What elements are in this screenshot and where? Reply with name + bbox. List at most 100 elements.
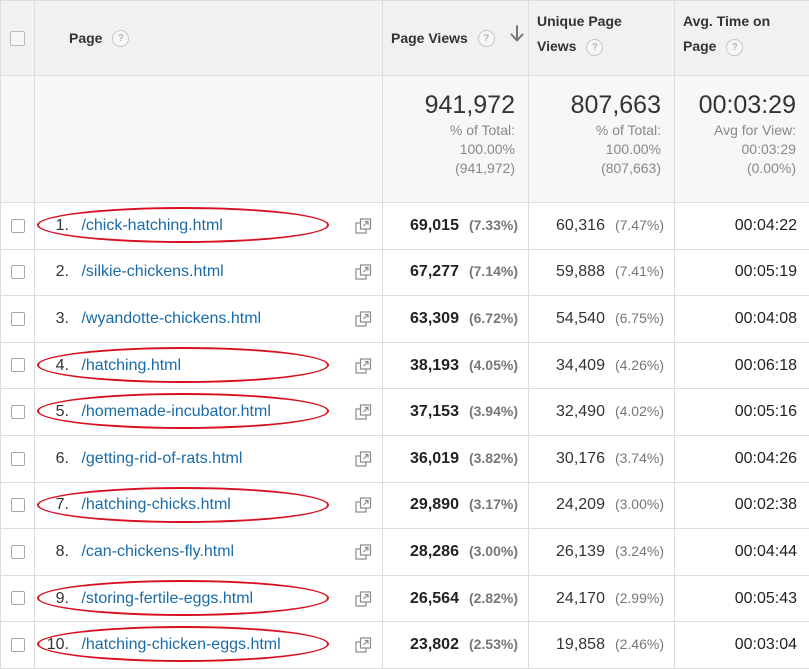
open-in-new-window-icon[interactable]: [355, 311, 372, 327]
row-checkbox-cell: [1, 203, 35, 250]
totals-empty-cell: [35, 76, 383, 203]
avg-time-cell: 00:04:44: [675, 529, 809, 576]
column-header-page-views[interactable]: Page Views ?: [383, 1, 529, 76]
page-views-percent: (2.53%): [469, 636, 518, 652]
total-page-views: 941,972 % of Total: 100.00% (941,972): [383, 76, 529, 203]
page-link[interactable]: /getting-rid-of-rats.html: [81, 450, 242, 467]
unique-page-views-percent: (2.99%): [615, 590, 664, 606]
help-icon[interactable]: ?: [478, 30, 495, 47]
help-icon[interactable]: ?: [112, 30, 129, 47]
unique-page-views-value: 24,209: [556, 496, 605, 513]
page-views-value: 67,277: [410, 263, 459, 280]
total-page-views-value: 941,972: [383, 89, 515, 121]
page-link[interactable]: /wyandotte-chickens.html: [81, 310, 261, 327]
avg-time-cell: 00:02:38: [675, 482, 809, 529]
row-checkbox[interactable]: [11, 219, 25, 233]
open-in-new-window-icon[interactable]: [355, 404, 372, 420]
open-in-new-window-icon[interactable]: [355, 544, 372, 560]
page-link[interactable]: /can-chickens-fly.html: [81, 543, 234, 560]
page-views-value: 29,890: [410, 496, 459, 513]
page-link[interactable]: /hatching-chicken-eggs.html: [81, 636, 280, 653]
open-in-new-window-icon[interactable]: [355, 637, 372, 653]
page-views-value: 23,802: [410, 636, 459, 653]
open-in-new-window-icon[interactable]: [355, 591, 372, 607]
total-unique-page-views-percent: 100.00%: [529, 140, 661, 159]
row-checkbox[interactable]: [11, 638, 25, 652]
help-icon[interactable]: ?: [726, 39, 743, 56]
page-views-cell: 69,015(7.33%): [383, 203, 529, 250]
avg-time-value: 00:05:43: [735, 590, 797, 607]
row-checkbox-cell: [1, 482, 35, 529]
page-views-value: 28,286: [410, 543, 459, 560]
total-page-views-count: (941,972): [383, 159, 515, 178]
column-header-avg-time-on-page[interactable]: Avg. Time on Page ?: [675, 1, 809, 76]
open-in-new-window-icon[interactable]: [355, 218, 372, 234]
total-avg-time-percent: (0.00%): [675, 159, 796, 178]
column-header-page[interactable]: Page ?: [35, 1, 383, 76]
total-unique-page-views: 807,663 % of Total: 100.00% (807,663): [529, 76, 675, 203]
column-header-page-views-label: Page Views: [391, 26, 468, 51]
row-checkbox[interactable]: [11, 591, 25, 605]
page-link[interactable]: /homemade-incubator.html: [81, 403, 270, 420]
open-in-new-window-icon[interactable]: [355, 497, 372, 513]
column-header-avg-time-label: Avg. Time on: [683, 9, 770, 34]
page-link[interactable]: /silkie-chickens.html: [81, 263, 223, 280]
row-checkbox[interactable]: [11, 265, 25, 279]
open-in-new-window-icon[interactable]: [355, 264, 372, 280]
table-row: 5. /homemade-incubator.html 37,153(3.94%…: [1, 389, 809, 436]
row-checkbox-cell: [1, 389, 35, 436]
avg-time-cell: 00:04:26: [675, 435, 809, 482]
row-number: 4.: [41, 357, 69, 375]
page-views-value: 63,309: [410, 310, 459, 327]
page-link[interactable]: /hatching-chicks.html: [81, 496, 230, 513]
row-number: 6.: [41, 450, 69, 468]
page-views-cell: 38,193(4.05%): [383, 342, 529, 389]
page-views-percent: (2.82%): [469, 590, 518, 606]
row-number: 2.: [41, 263, 69, 281]
open-in-new-window-icon[interactable]: [355, 451, 372, 467]
unique-page-views-value: 34,409: [556, 357, 605, 374]
page-link[interactable]: /hatching.html: [81, 357, 181, 374]
unique-page-views-percent: (7.47%): [615, 217, 664, 233]
avg-time-cell: 00:03:04: [675, 622, 809, 669]
arrow-down-icon[interactable]: [510, 25, 524, 43]
page-views-cell: 36,019(3.82%): [383, 435, 529, 482]
page-views-cell: 29,890(3.17%): [383, 482, 529, 529]
page-views-cell: 37,153(3.94%): [383, 389, 529, 436]
column-header-unique-page-views[interactable]: Unique Page Views ?: [529, 1, 675, 76]
table-row: 3. /wyandotte-chickens.html 63,309(6.72%…: [1, 296, 809, 343]
open-in-new-window-icon[interactable]: [355, 358, 372, 374]
page-views-percent: (4.05%): [469, 357, 518, 373]
unique-page-views-cell: 32,490(4.02%): [529, 389, 675, 436]
unique-page-views-value: 26,139: [556, 543, 605, 560]
row-checkbox-cell: [1, 622, 35, 669]
row-checkbox[interactable]: [11, 405, 25, 419]
page-cell: 9. /storing-fertile-eggs.html: [35, 575, 383, 622]
help-icon[interactable]: ?: [586, 39, 603, 56]
page-link[interactable]: /chick-hatching.html: [81, 217, 222, 234]
page-views-percent: (3.82%): [469, 450, 518, 466]
select-all-checkbox[interactable]: [10, 31, 25, 46]
row-checkbox-cell: [1, 575, 35, 622]
row-checkbox[interactable]: [11, 498, 25, 512]
column-header-page-label: Page: [69, 26, 102, 51]
unique-page-views-value: 24,170: [556, 590, 605, 607]
row-checkbox[interactable]: [11, 312, 25, 326]
unique-page-views-percent: (3.74%): [615, 450, 664, 466]
row-number: 1.: [41, 217, 69, 235]
row-checkbox[interactable]: [11, 545, 25, 559]
row-checkbox[interactable]: [11, 358, 25, 372]
table-row: 6. /getting-rid-of-rats.html 36,019(3.82…: [1, 435, 809, 482]
avg-time-cell: 00:04:22: [675, 203, 809, 250]
page-link[interactable]: /storing-fertile-eggs.html: [81, 590, 253, 607]
unique-page-views-percent: (7.41%): [615, 263, 664, 279]
unique-page-views-percent: (6.75%): [615, 310, 664, 326]
row-checkbox[interactable]: [11, 452, 25, 466]
total-avg-time: 00:03:29 Avg for View: 00:03:29 (0.00%): [675, 76, 809, 203]
page-views-percent: (3.00%): [469, 543, 518, 559]
header-row: Page ? Page Views ? Unique Page Views ? …: [1, 1, 809, 76]
table-body: 1. /chick-hatching.html 69,015(7.33%) 60…: [1, 203, 809, 669]
total-unique-page-views-label: % of Total:: [529, 121, 661, 140]
unique-page-views-cell: 24,209(3.00%): [529, 482, 675, 529]
